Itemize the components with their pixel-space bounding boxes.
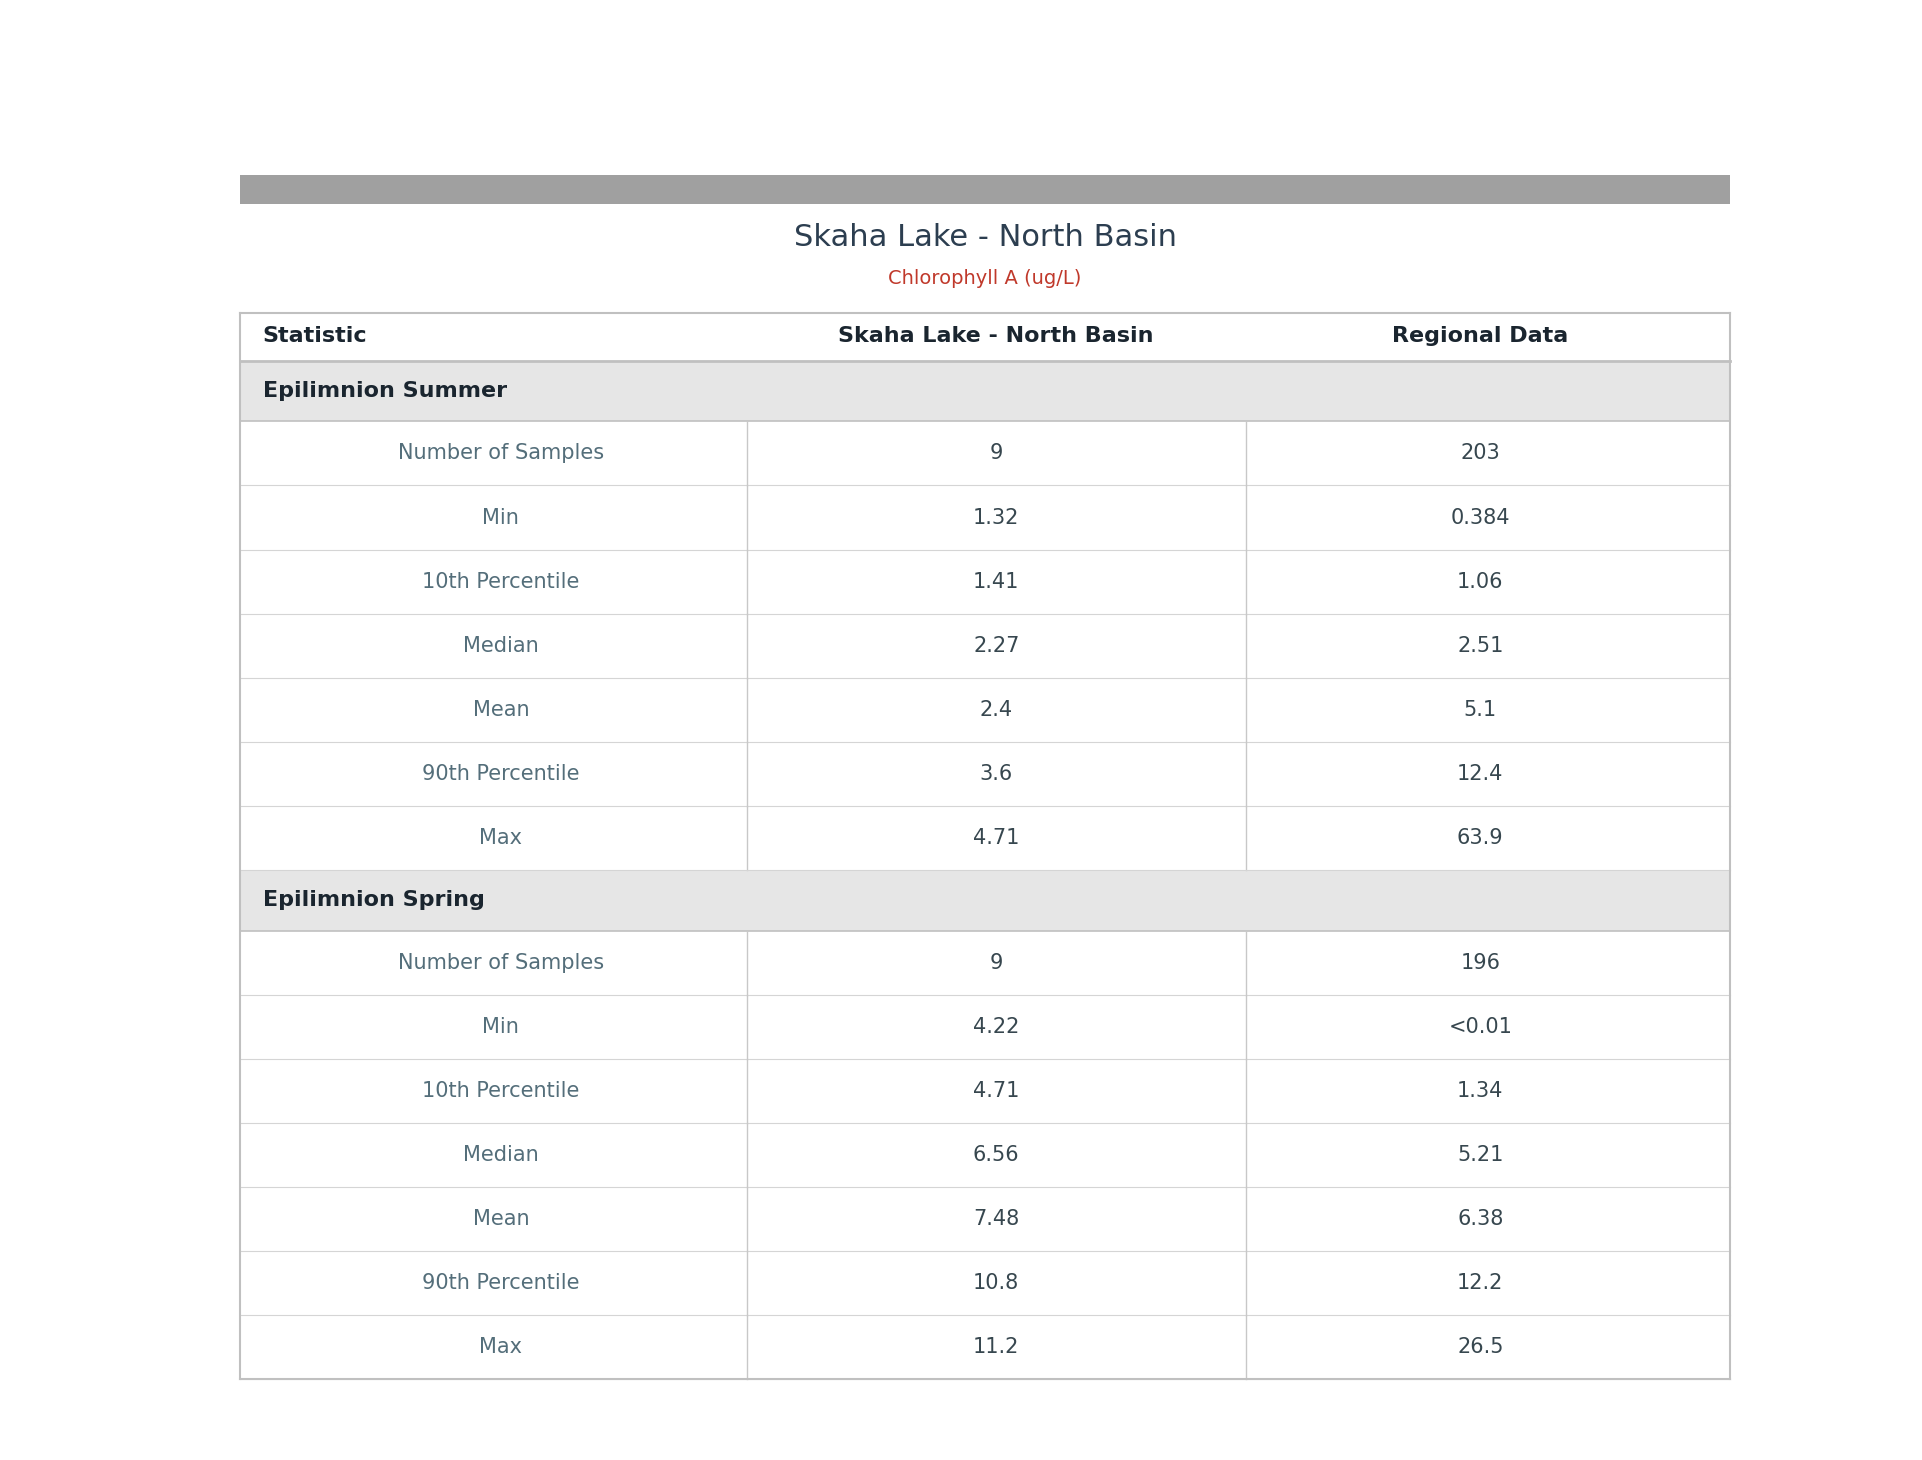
FancyBboxPatch shape bbox=[240, 1187, 1730, 1251]
FancyBboxPatch shape bbox=[240, 930, 1730, 994]
Text: 10.8: 10.8 bbox=[973, 1273, 1019, 1294]
Text: Number of Samples: Number of Samples bbox=[398, 444, 604, 463]
Text: 196: 196 bbox=[1461, 953, 1501, 972]
Text: 0.384: 0.384 bbox=[1451, 508, 1511, 527]
Text: 1.32: 1.32 bbox=[973, 508, 1019, 527]
Text: 1.34: 1.34 bbox=[1457, 1080, 1503, 1101]
FancyBboxPatch shape bbox=[240, 677, 1730, 742]
Text: 11.2: 11.2 bbox=[973, 1337, 1019, 1358]
Text: 5.21: 5.21 bbox=[1457, 1145, 1503, 1165]
Text: 10th Percentile: 10th Percentile bbox=[423, 572, 580, 591]
Text: 4.71: 4.71 bbox=[973, 828, 1019, 848]
Text: Max: Max bbox=[479, 1337, 523, 1358]
Text: 4.22: 4.22 bbox=[973, 1016, 1019, 1037]
Text: Regional Data: Regional Data bbox=[1392, 326, 1568, 346]
Text: 26.5: 26.5 bbox=[1457, 1337, 1503, 1358]
FancyBboxPatch shape bbox=[240, 1058, 1730, 1123]
Text: 9: 9 bbox=[990, 953, 1003, 972]
FancyBboxPatch shape bbox=[240, 549, 1730, 613]
FancyBboxPatch shape bbox=[240, 613, 1730, 677]
Text: 5.1: 5.1 bbox=[1465, 699, 1497, 720]
Text: 3.6: 3.6 bbox=[980, 764, 1013, 784]
Text: 7.48: 7.48 bbox=[973, 1209, 1019, 1229]
Text: <0.01: <0.01 bbox=[1449, 1016, 1513, 1037]
Text: 4.71: 4.71 bbox=[973, 1080, 1019, 1101]
Text: 90th Percentile: 90th Percentile bbox=[423, 1273, 580, 1294]
Text: Min: Min bbox=[482, 1016, 519, 1037]
Text: 6.56: 6.56 bbox=[973, 1145, 1019, 1165]
FancyBboxPatch shape bbox=[240, 1123, 1730, 1187]
Text: 2.27: 2.27 bbox=[973, 635, 1019, 656]
Text: 9: 9 bbox=[990, 444, 1003, 463]
FancyBboxPatch shape bbox=[240, 486, 1730, 549]
Text: 2.51: 2.51 bbox=[1457, 635, 1503, 656]
Text: Chlorophyll A (ug/L): Chlorophyll A (ug/L) bbox=[888, 269, 1082, 288]
Text: Median: Median bbox=[463, 635, 538, 656]
FancyBboxPatch shape bbox=[240, 994, 1730, 1058]
Text: 1.41: 1.41 bbox=[973, 572, 1019, 591]
Text: 203: 203 bbox=[1461, 444, 1501, 463]
Text: Statistic: Statistic bbox=[263, 326, 367, 346]
Text: 12.2: 12.2 bbox=[1457, 1273, 1503, 1294]
Text: 12.4: 12.4 bbox=[1457, 764, 1503, 784]
FancyBboxPatch shape bbox=[240, 361, 1730, 422]
FancyBboxPatch shape bbox=[240, 806, 1730, 870]
Text: 90th Percentile: 90th Percentile bbox=[423, 764, 580, 784]
Text: 2.4: 2.4 bbox=[980, 699, 1013, 720]
Text: Min: Min bbox=[482, 508, 519, 527]
FancyBboxPatch shape bbox=[240, 870, 1730, 930]
Text: Skaha Lake - North Basin: Skaha Lake - North Basin bbox=[794, 222, 1176, 251]
Text: Number of Samples: Number of Samples bbox=[398, 953, 604, 972]
FancyBboxPatch shape bbox=[240, 422, 1730, 486]
Text: Median: Median bbox=[463, 1145, 538, 1165]
Text: 63.9: 63.9 bbox=[1457, 828, 1503, 848]
Text: 10th Percentile: 10th Percentile bbox=[423, 1080, 580, 1101]
Text: Mean: Mean bbox=[473, 1209, 529, 1229]
FancyBboxPatch shape bbox=[240, 1315, 1730, 1380]
FancyBboxPatch shape bbox=[240, 1251, 1730, 1315]
Text: Max: Max bbox=[479, 828, 523, 848]
Text: Skaha Lake - North Basin: Skaha Lake - North Basin bbox=[838, 326, 1153, 346]
FancyBboxPatch shape bbox=[240, 175, 1730, 204]
FancyBboxPatch shape bbox=[240, 742, 1730, 806]
Text: Epilimnion Summer: Epilimnion Summer bbox=[263, 381, 507, 402]
Text: 1.06: 1.06 bbox=[1457, 572, 1503, 591]
Text: 6.38: 6.38 bbox=[1457, 1209, 1503, 1229]
Text: Epilimnion Spring: Epilimnion Spring bbox=[263, 891, 484, 910]
Text: Mean: Mean bbox=[473, 699, 529, 720]
